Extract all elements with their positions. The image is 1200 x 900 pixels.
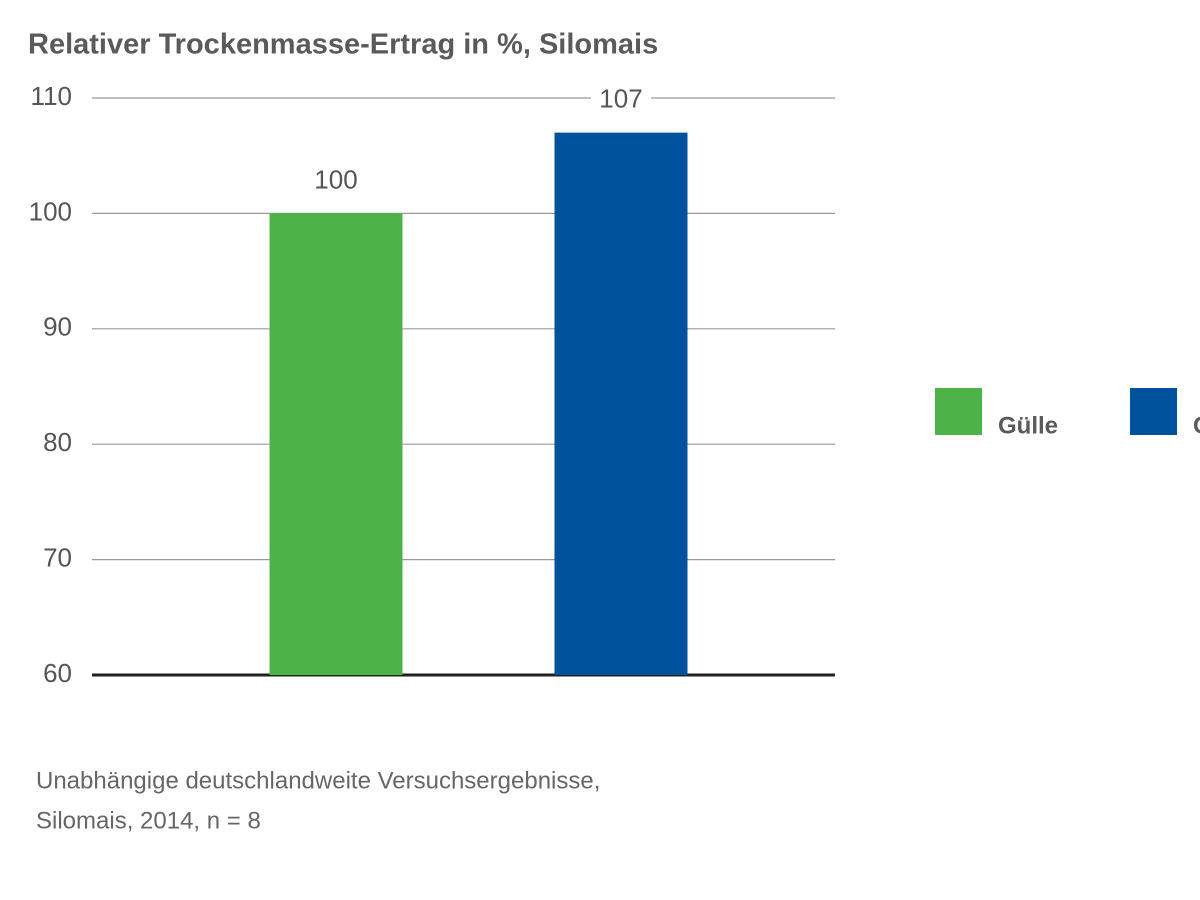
y-tick-label: 60 [43, 658, 72, 688]
value-label: 107 [599, 83, 642, 113]
y-tick-label: 100 [29, 196, 72, 226]
label-bg [591, 84, 651, 115]
bar [554, 132, 688, 675]
label-bg [306, 165, 366, 196]
legend-swatch [1130, 388, 1177, 435]
chart-title: Relativer Trockenmasse-Ertrag in %, Silo… [28, 29, 658, 61]
y-tick-label: 70 [43, 542, 72, 572]
footnote: Unabhängige deutschlandweite Versuchserg… [36, 767, 600, 794]
y-tick-label: 110 [31, 81, 72, 111]
y-tick-label: 80 [43, 427, 72, 457]
footnote: Silomais, 2014, n = 8 [36, 807, 261, 834]
bar [269, 213, 403, 675]
y-tick-label: 90 [43, 312, 72, 342]
value-label: 100 [314, 164, 357, 194]
legend-swatch [935, 388, 982, 435]
legend-label: C [1193, 412, 1200, 439]
legend-label: Gülle [998, 412, 1058, 439]
